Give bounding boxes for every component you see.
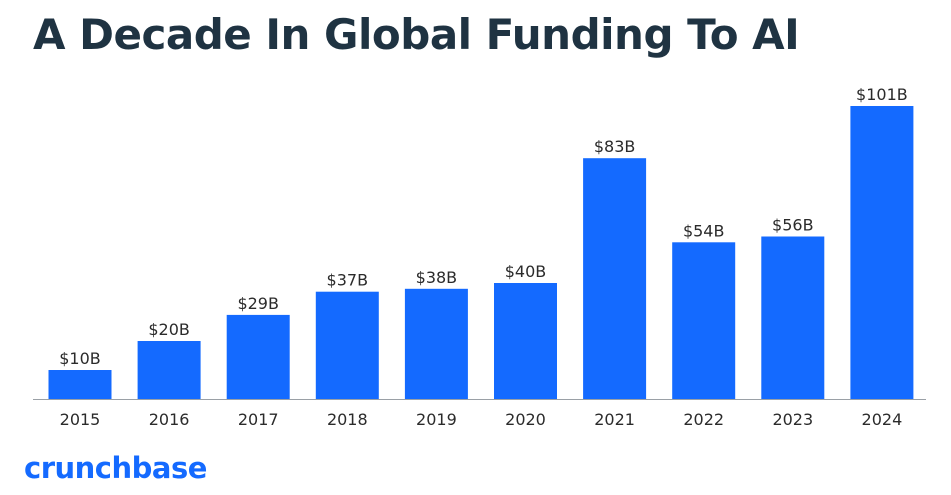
bar-2023 xyxy=(761,236,825,399)
x-tick-label-2021: 2021 xyxy=(594,410,635,429)
value-label-2018: $37B xyxy=(327,271,369,290)
value-label-2020: $40B xyxy=(505,262,547,281)
value-label-2016: $20B xyxy=(148,320,190,339)
x-tick-label-2016: 2016 xyxy=(149,410,190,429)
x-tick-label-2019: 2019 xyxy=(416,410,457,429)
value-label-2017: $29B xyxy=(237,294,279,313)
chart-title: A Decade In Global Funding To AI xyxy=(33,10,800,59)
bar-2021 xyxy=(583,158,647,399)
value-label-2015: $10B xyxy=(59,349,101,368)
x-tick-label-2018: 2018 xyxy=(327,410,368,429)
value-label-2023: $56B xyxy=(772,216,814,235)
x-tick-label-2024: 2024 xyxy=(862,410,903,429)
value-label-2019: $38B xyxy=(416,268,458,287)
x-tick-label-2022: 2022 xyxy=(683,410,724,429)
bar-2018 xyxy=(315,291,379,399)
bar-2016 xyxy=(137,341,201,399)
bar-chart: $10B $20B $29B $37B $38B $40B $83B $54B $56B $101… xyxy=(33,85,926,429)
value-label-2024: $101B xyxy=(856,85,908,104)
x-tick-label-2023: 2023 xyxy=(772,410,813,429)
x-tick-label-2017: 2017 xyxy=(238,410,279,429)
bar-2017 xyxy=(226,314,290,399)
crunchbase-logo: crunchbase xyxy=(24,451,207,485)
x-tick-label-2020: 2020 xyxy=(505,410,546,429)
bars-group xyxy=(48,106,914,399)
x-tick-labels-group: 2015 2016 2017 2018 2019 2020 2021 2022 2023 2024 xyxy=(60,410,903,429)
bar-2015 xyxy=(48,370,112,399)
bar-2022 xyxy=(672,242,736,399)
value-label-2021: $83B xyxy=(594,137,636,156)
value-label-2022: $54B xyxy=(683,221,725,240)
bar-2019 xyxy=(404,288,468,399)
bar-2024 xyxy=(850,106,914,399)
bar-2020 xyxy=(494,283,557,399)
x-tick-label-2015: 2015 xyxy=(60,410,101,429)
value-labels-group: $10B $20B $29B $37B $38B $40B $83B $54B $56B $101… xyxy=(59,85,908,368)
